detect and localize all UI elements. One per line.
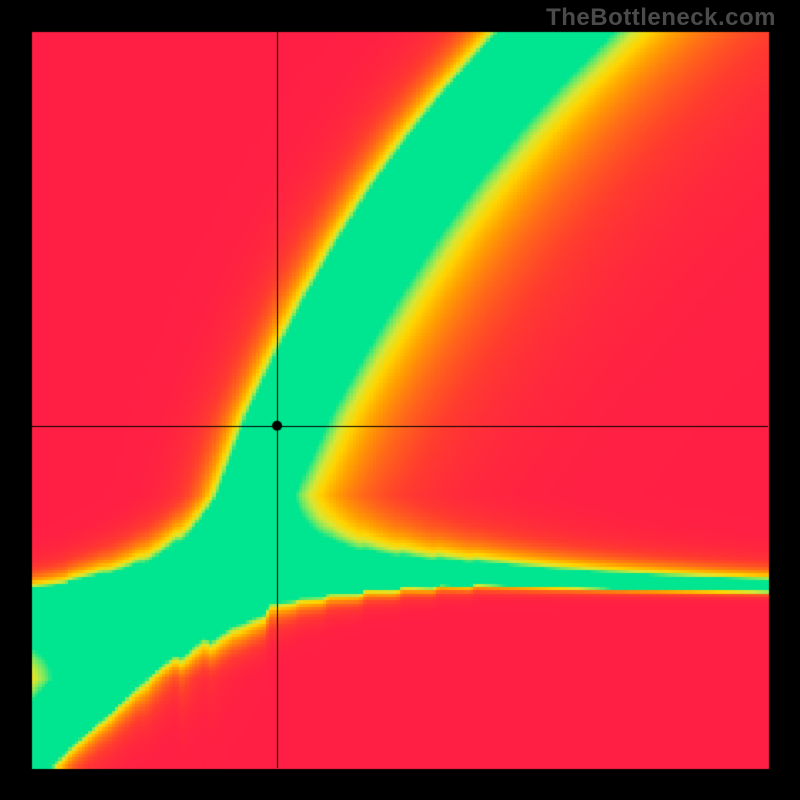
bottleneck-heatmap: [0, 0, 800, 800]
watermark-text: TheBottleneck.com: [546, 4, 776, 32]
